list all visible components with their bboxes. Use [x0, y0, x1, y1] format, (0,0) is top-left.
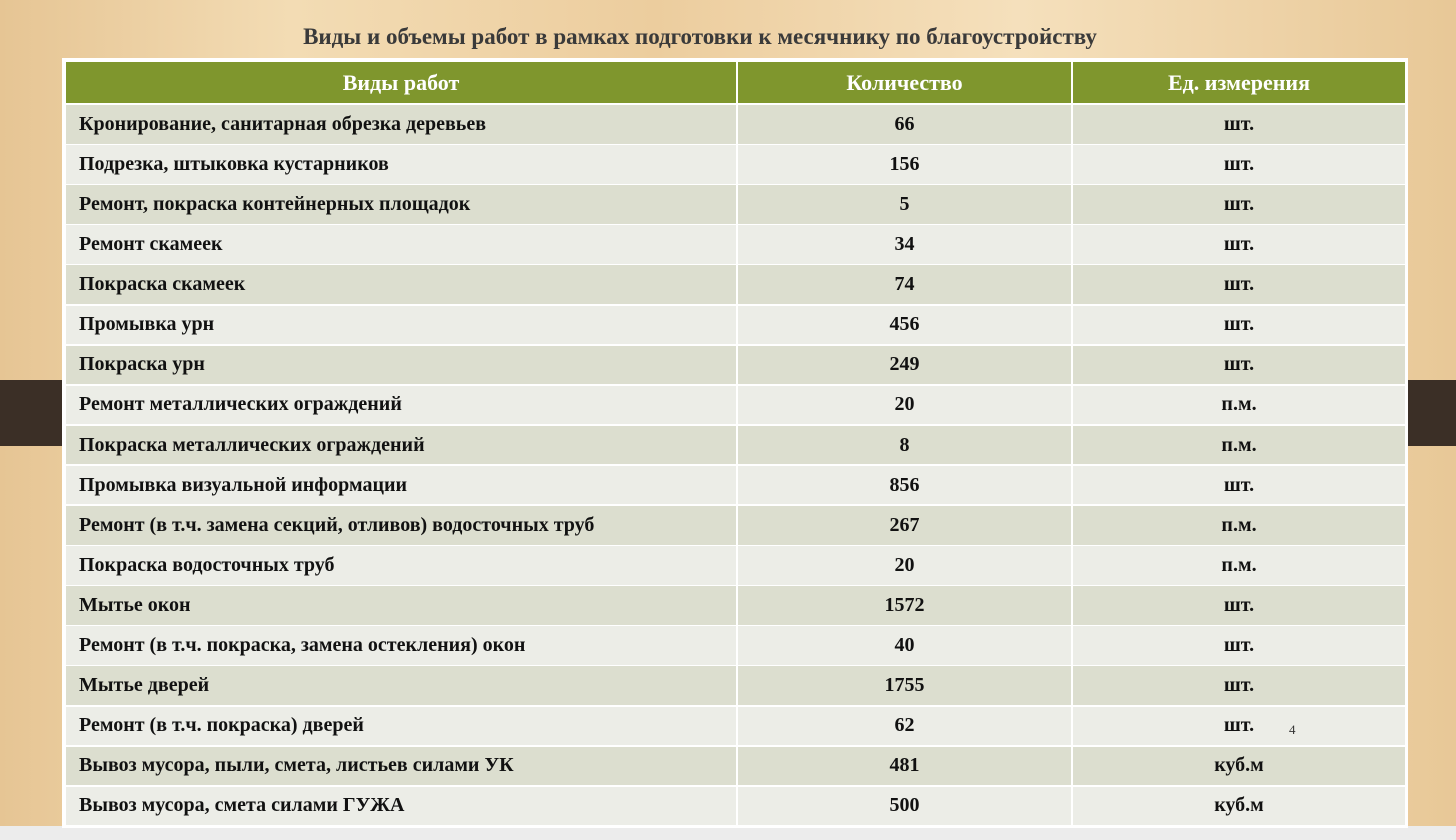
table-cell: 856	[738, 465, 1071, 505]
table-cell: 74	[738, 265, 1071, 304]
footer-strip	[0, 826, 1456, 840]
table-cell: шт.	[1073, 145, 1405, 184]
table-cell: Вывоз мусора, смета силами ГУЖА	[66, 786, 736, 826]
table-cell: п.м.	[1073, 546, 1405, 585]
table-cell: шт.	[1073, 626, 1405, 665]
table-cell: куб.м	[1073, 786, 1405, 826]
table-cell: куб.м	[1073, 746, 1405, 786]
table-cell: шт.	[1073, 706, 1405, 745]
header-cell: Ед. измерения	[1073, 62, 1405, 103]
table-cell: 8	[738, 425, 1071, 465]
table-cell: Ремонт скамеек	[66, 225, 736, 264]
table-cell: Мытье окон	[66, 586, 736, 625]
table-cell: 20	[738, 385, 1071, 425]
table-cell: 1755	[738, 666, 1071, 705]
table-cell: Подрезка, штыковка кустарников	[66, 145, 736, 184]
table-cell: Промывка визуальной информации	[66, 465, 736, 505]
table-cell: Покраска скамеек	[66, 265, 736, 304]
table-cell: шт.	[1073, 225, 1405, 264]
table-cell: Ремонт (в т.ч. замена секций, отливов) в…	[66, 506, 736, 545]
table-cell: 34	[738, 225, 1071, 264]
table-cell: Покраска металлических ограждений	[66, 425, 736, 465]
table-cell: 500	[738, 786, 1071, 826]
table-cell: шт.	[1073, 345, 1405, 385]
table-cell: 62	[738, 706, 1071, 745]
table-cell: шт.	[1073, 305, 1405, 344]
table-cell: 1572	[738, 586, 1071, 625]
table-cell: Ремонт (в т.ч. покраска, замена остеклен…	[66, 626, 736, 665]
table-cell: Ремонт металлических ограждений	[66, 385, 736, 425]
slide-title: Виды и объемы работ в рамках подготовки …	[303, 24, 1097, 49]
table-cell: Кронирование, санитарная обрезка деревье…	[66, 105, 736, 144]
table-cell: шт.	[1073, 185, 1405, 224]
table-cell: Покраска водосточных труб	[66, 546, 736, 585]
table-cell: п.м.	[1073, 506, 1405, 545]
table-cell: 66	[738, 105, 1071, 144]
table-cell: шт.	[1073, 666, 1405, 705]
table-cell: 249	[738, 345, 1071, 385]
table-cell: шт.	[1073, 465, 1405, 505]
table-cell: 20	[738, 546, 1071, 585]
table-cell: Промывка урн	[66, 305, 736, 344]
table-cell: шт.	[1073, 586, 1405, 625]
table-cell: Вывоз мусора, пыли, смета, листьев силам…	[66, 746, 736, 786]
table: Виды работ Количество Ед. измерения Крониро…	[62, 58, 1408, 828]
header-cell: Виды работ	[66, 62, 736, 103]
table-cell: 5	[738, 185, 1071, 224]
table-cell: 456	[738, 305, 1071, 344]
table-cell: п.м.	[1073, 425, 1405, 465]
table-cell: 267	[738, 506, 1071, 545]
table-cell: Ремонт, покраска контейнерных площадок	[66, 185, 736, 224]
table-cell: 481	[738, 746, 1071, 786]
page-number: 4	[1289, 722, 1296, 737]
table-cell: шт.	[1073, 265, 1405, 304]
table-cell: шт.	[1073, 105, 1405, 144]
table-cell: Ремонт (в т.ч. покраска) дверей	[66, 706, 736, 745]
table-cell: п.м.	[1073, 385, 1405, 425]
table-cell: 40	[738, 626, 1071, 665]
header-cell: Количество	[738, 62, 1071, 103]
table-cell: Покраска урн	[66, 345, 736, 385]
table-cell: 156	[738, 145, 1071, 184]
table-cell: Мытье дверей	[66, 666, 736, 705]
